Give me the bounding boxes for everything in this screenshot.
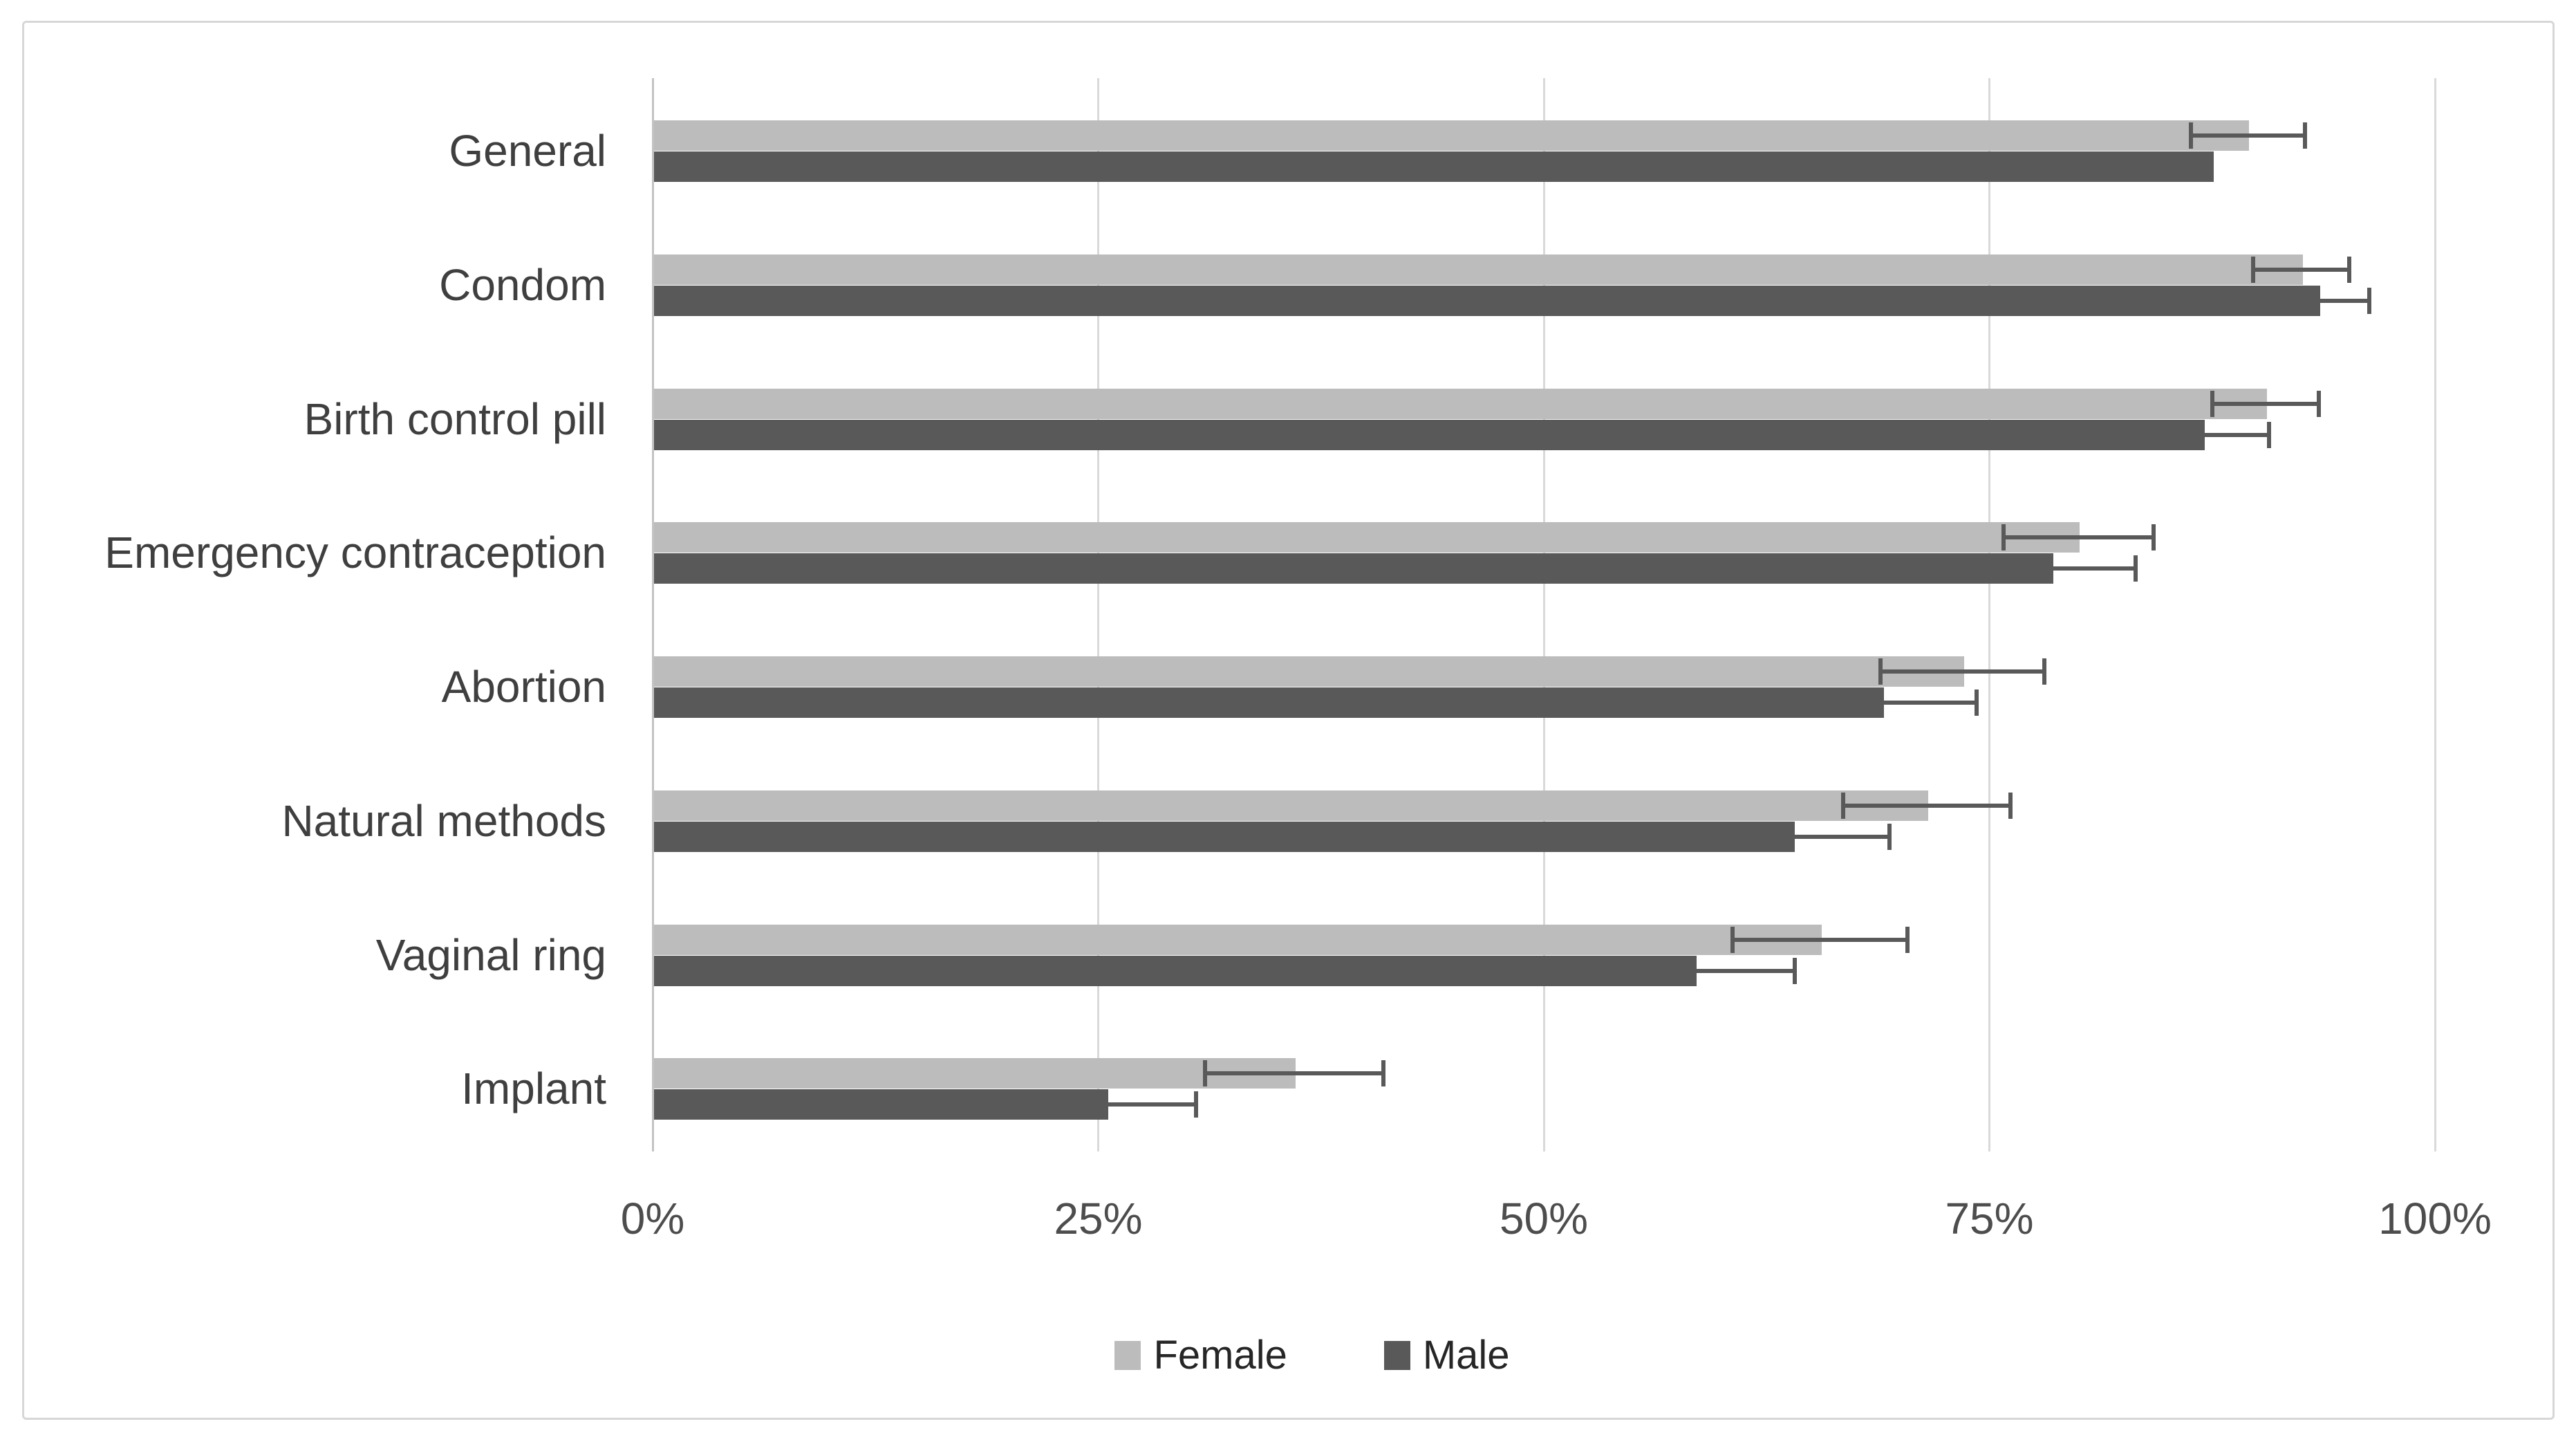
male-bar (654, 151, 2214, 182)
error-bar-whisker (1203, 1060, 1208, 1087)
error-bar-whisker (1695, 823, 1699, 850)
error-bar-line (1843, 803, 2011, 808)
error-bar-whisker (2347, 256, 2352, 283)
category-label: Abortion (441, 662, 606, 712)
legend-label: Female (1153, 1333, 1287, 1378)
error-bar-whisker (1841, 792, 1846, 819)
error-bar-whisker (2210, 390, 2214, 417)
female-bar (654, 120, 2250, 151)
category-label: Emergency contraception (104, 528, 606, 578)
error-bar-whisker (1016, 1091, 1020, 1118)
error-bar-whisker (1887, 823, 1892, 850)
error-bar-whisker (2008, 792, 2013, 819)
category-label: Birth control pill (304, 394, 607, 444)
error-bar-whisker (2042, 658, 2047, 685)
female-bar (654, 388, 2268, 419)
male-bar (654, 955, 1697, 986)
x-axis-tick-label: 0% (620, 1194, 685, 1243)
error-bar-line (1968, 566, 2136, 571)
error-bar-whisker (2317, 390, 2322, 417)
error-bar-whisker (1194, 1091, 1199, 1118)
error-bar-line (1880, 669, 2045, 674)
error-bar-line (2004, 535, 2154, 540)
error-bar-whisker (1593, 957, 1598, 984)
female-swatch-icon (1114, 1340, 1141, 1370)
error-bar-whisker (2001, 524, 2006, 551)
error-bar-line (2190, 133, 2305, 138)
female-bar (654, 790, 1929, 821)
gridline (1988, 78, 1990, 1151)
gridline (1542, 78, 1545, 1151)
x-axis-tick-label: 25% (1054, 1194, 1143, 1243)
error-bar-whisker (2251, 256, 2256, 283)
error-bar-whisker (1793, 957, 1798, 984)
error-bar-line (2212, 401, 2320, 406)
error-bar-whisker (2133, 555, 2138, 582)
error-bar-whisker (2267, 287, 2272, 314)
female-bar (654, 1058, 1296, 1089)
error-bar-line (1205, 1071, 1383, 1076)
category-label: Implant (461, 1064, 606, 1114)
error-bar-line (2137, 432, 2270, 437)
gridline (2434, 78, 2436, 1151)
error-bar-line (1018, 1102, 1197, 1107)
female-bar (654, 924, 1822, 955)
error-bar-whisker (1786, 689, 1791, 716)
female-bar (654, 522, 2080, 553)
x-axis-tick-label: 100% (2378, 1194, 2492, 1243)
female-bar (654, 656, 1964, 687)
chart-frame: 0% 25% 50% 75% 100% General Condom Birth contro… (22, 21, 2555, 1420)
female-bar (654, 254, 2303, 285)
error-bar-whisker (2135, 421, 2140, 448)
error-bar-line (1733, 937, 1907, 942)
category-label: General (449, 126, 606, 176)
gridline (1097, 78, 1099, 1151)
category-label: Vaginal ring (375, 929, 606, 980)
x-axis-tick-label: 50% (1499, 1194, 1589, 1243)
error-bar-whisker (1975, 689, 1979, 716)
error-bar-whisker (1966, 555, 1970, 582)
legend-item-female: Female (1114, 1332, 1287, 1378)
error-bar-whisker (1905, 926, 1910, 953)
error-bar-line (2269, 298, 2369, 303)
error-bar-whisker (1878, 658, 1883, 685)
legend-label: Male (1422, 1333, 1510, 1378)
error-bar-whisker (2367, 287, 2371, 314)
error-bar-line (1697, 834, 1890, 839)
male-bar (654, 285, 2321, 316)
male-bar (654, 687, 1884, 718)
male-bar (654, 821, 1795, 852)
error-bar-whisker (1730, 926, 1735, 953)
error-bar-whisker (2151, 524, 2156, 551)
error-bar-whisker (2188, 122, 2193, 149)
x-axis-tick-label: 75% (1945, 1194, 2034, 1243)
male-swatch-icon (1383, 1340, 1410, 1370)
error-bar-line (1788, 701, 1977, 705)
error-bar-whisker (1381, 1060, 1385, 1087)
error-bar-whisker (2302, 122, 2307, 149)
value-axis-line (651, 78, 654, 1151)
category-label: Condom (439, 259, 606, 310)
male-bar (654, 553, 2053, 584)
error-bar-line (2253, 267, 2350, 272)
legend-item-male: Male (1383, 1332, 1510, 1378)
error-bar-whisker (2267, 421, 2272, 448)
legend: Female Male (24, 1332, 2576, 1378)
category-label: Natural methods (281, 795, 606, 846)
male-bar (654, 419, 2205, 450)
error-bar-line (1595, 968, 1795, 973)
